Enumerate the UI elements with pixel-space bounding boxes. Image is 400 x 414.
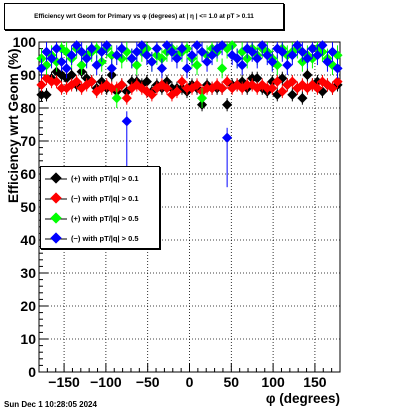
data-point	[171, 86, 183, 97]
data-point	[222, 76, 233, 87]
data-point	[106, 63, 117, 74]
data-point	[116, 79, 127, 90]
data-point	[121, 93, 132, 104]
data-point	[191, 79, 203, 90]
data-point	[96, 46, 107, 57]
chart-title: Efficiency wrt Geom for Primary vs φ (de…	[4, 3, 284, 30]
y-axis-label: Efficiency wrt Geom (%)	[6, 48, 21, 203]
y-tick-label: 80	[20, 100, 36, 116]
data-point	[272, 76, 283, 87]
data-point	[181, 63, 193, 74]
chart-title-text: Efficiency wrt Geom for Primary vs φ (de…	[34, 13, 254, 20]
legend-entry: (+) with pT/|q| > 0.1	[41, 169, 159, 189]
data-point	[312, 83, 323, 94]
data-point	[247, 46, 258, 57]
x-tick-label: 50	[224, 374, 240, 390]
data-point	[277, 46, 288, 57]
x-tick-label: −100	[90, 374, 122, 390]
y-tick-label: 60	[20, 166, 36, 182]
data-point	[217, 83, 228, 94]
data-point	[206, 50, 218, 61]
legend-marker	[45, 232, 67, 244]
data-point	[141, 76, 152, 87]
data-point	[201, 56, 213, 67]
data-point	[131, 46, 142, 57]
legend-marker	[45, 172, 67, 184]
series-3	[36, 40, 343, 188]
x-tick-label: 0	[186, 374, 194, 390]
legend-marker	[45, 192, 67, 204]
data-point	[56, 56, 67, 67]
data-point	[36, 79, 47, 90]
legend-label: (−) with pT/|q| > 0.5	[71, 234, 139, 243]
data-point	[176, 76, 188, 87]
data-point	[111, 93, 122, 104]
data-point	[237, 60, 248, 71]
y-tick-label: 50	[20, 199, 36, 215]
data-point	[81, 53, 92, 64]
data-point	[71, 76, 82, 87]
data-point	[312, 50, 323, 61]
timestamp: Sun Dec 1 10:28:05 2024	[4, 400, 97, 409]
y-tick-label: 0	[28, 364, 36, 380]
y-tick-label: 20	[20, 298, 36, 314]
legend: (+) with pT/|q| > 0.1 (−) with pT/|q| > …	[40, 166, 160, 249]
legend-entry: (+) with pT/|q| > 0.5	[41, 209, 159, 229]
data-series-layer	[36, 40, 343, 188]
legend-label: (+) with pT/|q| > 0.5	[71, 214, 139, 223]
data-point	[76, 60, 87, 71]
x-tick-label: 100	[261, 374, 285, 390]
x-tick-label: −150	[48, 374, 80, 390]
legend-marker	[45, 212, 67, 224]
series-1	[36, 71, 343, 105]
x-axis-label: φ (degrees)	[265, 391, 340, 406]
data-point	[146, 56, 157, 67]
y-tick-label: 30	[20, 265, 36, 281]
data-point	[46, 53, 57, 64]
y-tick-label: 70	[20, 133, 36, 149]
data-point	[161, 83, 173, 94]
data-point	[91, 60, 102, 71]
data-point	[61, 63, 72, 74]
data-point	[196, 93, 208, 104]
y-tick-label: 40	[20, 232, 36, 248]
data-point	[66, 69, 77, 81]
legend-entry: (−) with pT/|q| > 0.1	[41, 189, 159, 209]
data-point	[36, 63, 47, 74]
data-point	[186, 50, 198, 61]
x-tick-label: −50	[136, 374, 160, 390]
legend-label: (+) with pT/|q| > 0.1	[71, 174, 139, 183]
y-tick-label: 10	[20, 331, 36, 347]
data-point	[76, 46, 87, 57]
data-point	[222, 99, 233, 110]
data-point	[111, 50, 122, 61]
y-tick-label: 100	[13, 34, 37, 50]
data-point	[146, 89, 157, 100]
data-point	[86, 76, 97, 87]
data-point	[101, 40, 112, 51]
data-point	[51, 76, 62, 87]
x-axis-ticks: −150 −100 −50 0 50 100 150	[38, 363, 341, 390]
data-point	[71, 40, 82, 51]
legend-label: (−) with pT/|q| > 0.1	[71, 194, 139, 203]
legend-entry: (−) with pT/|q| > 0.5	[41, 229, 159, 249]
data-point	[277, 86, 288, 97]
data-point	[51, 43, 62, 54]
data-point	[116, 43, 127, 54]
data-point	[217, 63, 228, 74]
x-tick-label: 150	[303, 374, 327, 390]
data-point	[121, 116, 132, 127]
data-point	[156, 63, 167, 74]
data-point	[66, 50, 77, 61]
y-tick-label: 90	[20, 67, 36, 83]
